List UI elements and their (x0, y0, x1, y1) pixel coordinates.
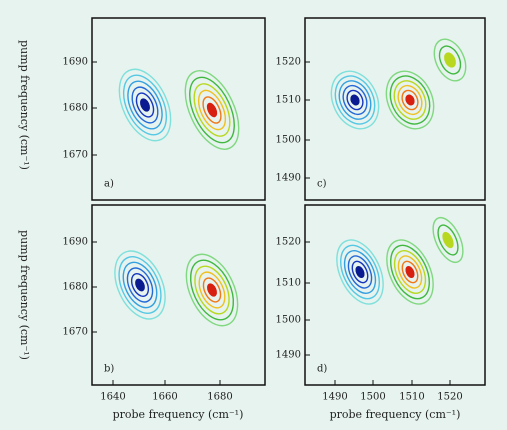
x-tick-label: 1510 (399, 392, 424, 403)
y-tick-label: 1510 (276, 95, 301, 106)
y-tick-label: 1510 (276, 278, 301, 289)
figure: pump frequency (cm⁻¹) pump frequency (cm… (0, 0, 507, 430)
y-tick-label: 1490 (276, 350, 301, 361)
y-tick-label: 1690 (63, 237, 88, 248)
y-tick-label: 1690 (63, 57, 88, 68)
y-tick-label: 1500 (276, 135, 301, 146)
y-tick-label: 1680 (63, 282, 88, 293)
x-axis-label: probe frequency (cm⁻¹) (330, 408, 461, 421)
y-axis-label: pump frequency (cm⁻¹) (18, 40, 31, 170)
panel-label: a) (104, 179, 114, 190)
panel-label: b) (104, 364, 114, 375)
x-tick-label: 1520 (437, 392, 462, 403)
x-tick-label: 1660 (152, 392, 177, 403)
y-tick-label: 1490 (276, 173, 301, 184)
y-tick-label: 1500 (276, 315, 301, 326)
x-tick-label: 1640 (100, 392, 125, 403)
y-tick-label: 1670 (63, 327, 88, 338)
x-axis-label: probe frequency (cm⁻¹) (113, 408, 244, 421)
x-tick-label: 1500 (360, 392, 385, 403)
x-tick-label: 1490 (322, 392, 347, 403)
y-tick-label: 1680 (63, 103, 88, 114)
panel-label: d) (317, 364, 327, 375)
y-tick-label: 1670 (63, 150, 88, 161)
y-axis-label: pump frequency (cm⁻¹) (18, 230, 31, 360)
y-tick-label: 1520 (276, 237, 301, 248)
panel-label: c) (317, 179, 327, 190)
y-tick-label: 1520 (276, 57, 301, 68)
x-tick-label: 1680 (207, 392, 232, 403)
